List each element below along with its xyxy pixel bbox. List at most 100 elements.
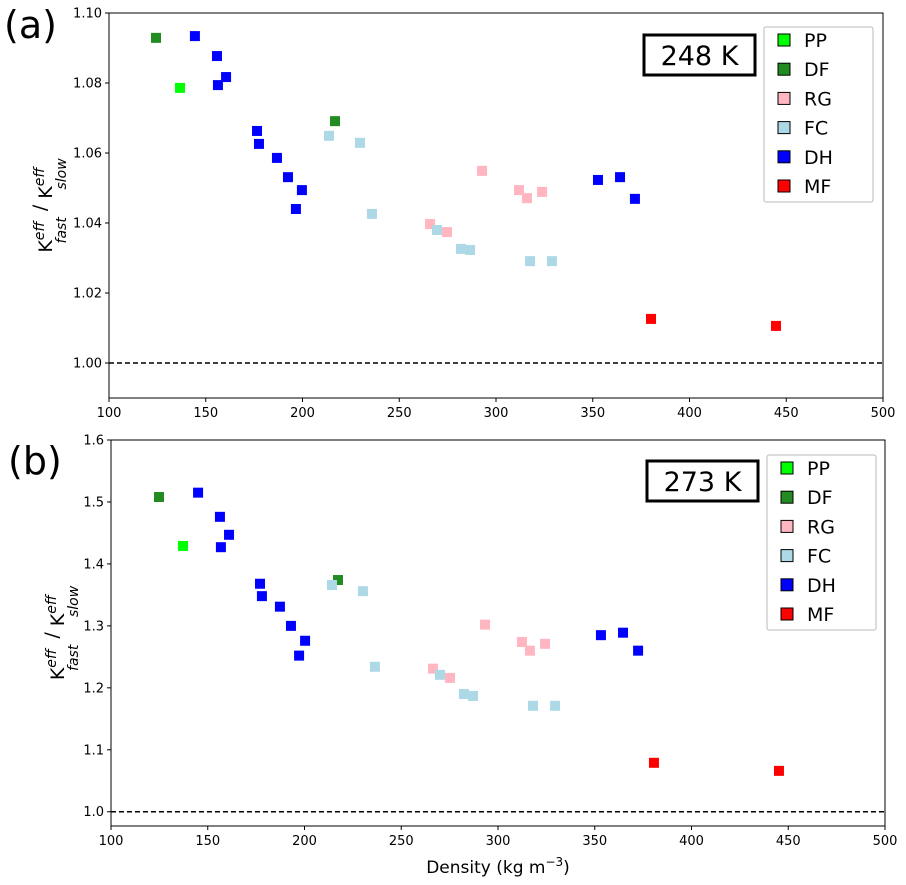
y-label-part: fast [66,644,82,671]
data-point-fc [369,661,380,672]
data-point-df [153,492,164,503]
data-point-fc [455,243,466,254]
legend-frame [763,26,874,203]
legend-marker-mf [780,607,794,621]
legend-label-df: DF [807,487,833,509]
x-tick-label: 150 [195,834,220,849]
data-point-dh [285,620,296,631]
data-point-dh [256,591,267,602]
data-point-fc [357,586,368,597]
data-point-dh [274,601,285,612]
y-label-part: fast [54,217,70,244]
legend-marker-pp [780,461,794,475]
data-point-dh [629,193,640,204]
x-tick-label: 500 [873,834,898,849]
legend-label-rg: RG [804,88,832,110]
y-tick-label: 1.02 [73,287,102,302]
legend-marker-df [777,62,791,76]
y-label-part: K [35,240,57,253]
y-tick-label: 1.06 [73,147,102,162]
data-point-pp [177,540,188,551]
x-tick-label: 150 [193,406,218,421]
data-point-rg [537,186,548,197]
legend-marker-mf [777,179,791,193]
data-point-rg [480,619,491,630]
data-point-fc [324,130,335,141]
x-tick-label: 100 [97,406,122,421]
y-label-part: eff [44,647,60,668]
x-label-end: ) [563,858,570,878]
data-point-dh [224,529,235,540]
legend-marker-fc [780,549,794,563]
legend-label-dh: DH [804,147,833,169]
legend-marker-rg [780,519,794,533]
data-point-dh [214,511,225,522]
legend-label-df: DF [804,59,830,81]
data-point-dh [296,185,307,196]
data-point-dh [189,31,200,42]
y-axis-label: Keff fast / Keff slow [41,585,82,680]
legend-label-fc: FC [804,118,828,140]
data-point-mf [648,757,659,768]
data-point-dh [595,630,606,641]
x-tick-label: 100 [99,834,124,849]
data-point-df [330,116,341,127]
x-tick-label: 450 [774,406,799,421]
data-point-rg [514,185,525,196]
temperature-box [645,459,760,503]
x-tick-label: 200 [290,406,315,421]
legend-frame [766,454,877,631]
legend-marker-pp [777,33,791,47]
y-label-part: / [41,626,63,644]
y-tick-label: 1.0 [83,805,104,820]
y-label-part: K [47,667,69,680]
x-label-text: Density (kg m [426,858,545,878]
data-point-df [332,575,343,586]
legend-label-pp: PP [804,30,827,52]
x-tick-label: 200 [292,834,317,849]
x-tick-label: 450 [776,834,801,849]
data-point-df [151,32,162,43]
data-point-fc [465,244,476,255]
data-point-fc [366,208,377,219]
data-point-dh [193,487,204,498]
legend-marker-dh [777,150,791,164]
data-point-fc [550,700,561,711]
y-label-part: slow [66,585,82,617]
y-tick-label: 1.08 [73,77,102,92]
data-point-mf [770,320,781,331]
data-point-fc [525,256,536,267]
x-tick-label: 500 [871,406,896,421]
legend: PP DF RG FC DH MF [763,26,874,203]
data-point-dh [592,174,603,185]
y-label-part: eff [44,593,60,614]
data-point-dh [221,72,232,83]
data-point-fc [326,579,337,590]
y-tick-label: 1.04 [73,217,102,232]
legend-label-mf: MF [804,176,831,198]
y-tick-label: 1.4 [83,557,104,572]
data-point-dh [615,172,626,183]
data-point-dh [253,138,264,149]
legend-marker-df [780,490,794,504]
data-point-dh [212,80,223,91]
data-point-rg [445,672,456,683]
panel-label: (a) [4,3,57,47]
temperature-label: 273 K [664,467,743,498]
y-label-part: / [29,199,51,217]
legend: PP DF RG FC DH MF [766,454,877,631]
y-axis-label: Keff fast / Keff slow [29,158,70,253]
data-point-fc [354,137,365,148]
y-label-part: slow [54,158,70,190]
y-label-part: K [35,186,57,199]
data-point-rg [516,636,527,647]
data-point-dh [215,542,226,553]
data-point-fc [546,256,557,267]
x-axis-label: Density (kg m−3) [426,855,570,878]
data-point-rg [524,645,535,656]
data-point-pp [175,82,186,93]
data-point-dh [300,635,311,646]
temperature-label: 248 K [661,41,740,72]
data-point-fc [458,689,469,700]
data-point-fc [528,700,539,711]
